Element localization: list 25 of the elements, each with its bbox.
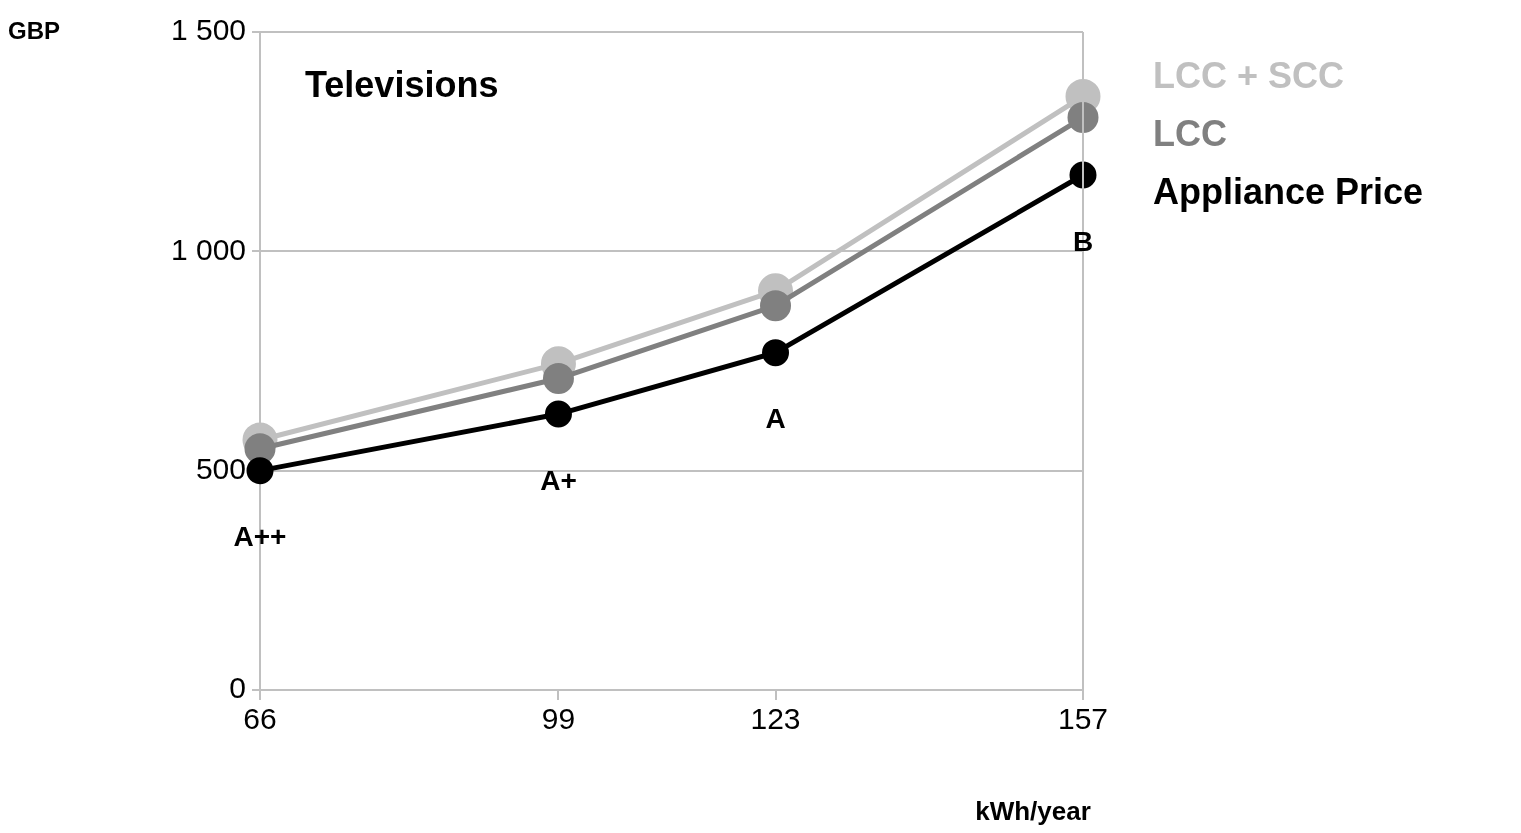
y-axis-title: GBP — [8, 16, 61, 44]
y-tick-label: 500 — [195, 451, 246, 485]
point — [246, 457, 274, 485]
x-tick-label: 66 — [243, 702, 277, 736]
x-tick-label: 123 — [750, 702, 801, 736]
point — [1067, 102, 1099, 134]
point — [544, 400, 572, 428]
point — [1069, 161, 1097, 189]
annotation: A+ — [540, 464, 577, 496]
text: Televisions — [305, 63, 499, 105]
point — [542, 363, 574, 395]
x-tick-label: 99 — [541, 702, 576, 736]
y-tick-label: 1 500 — [170, 13, 246, 47]
x-tick-label: 157 — [1057, 702, 1109, 736]
x-axis-title: kWh/year — [975, 796, 1091, 827]
series-label: Appliance Price — [1153, 170, 1424, 212]
series-label: LCC — [1153, 112, 1227, 154]
annotation: B — [1072, 225, 1094, 257]
annotation: A — [765, 403, 786, 435]
y-tick-label: 1 000 — [170, 232, 246, 266]
y-tick-label: 0 — [229, 671, 246, 705]
series-label: LCC + SCC — [1153, 54, 1345, 96]
point — [762, 339, 790, 367]
annotation: A++ — [233, 521, 287, 553]
point — [760, 290, 792, 322]
